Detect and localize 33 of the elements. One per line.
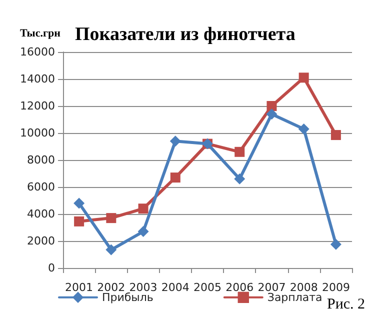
point (266, 108, 278, 120)
x-tick-label: 2006 (226, 281, 254, 294)
x-tick-label: 2004 (161, 281, 190, 294)
y-tick-label: 8000 (27, 154, 55, 166)
point (138, 204, 148, 214)
point (138, 226, 149, 238)
point (74, 198, 85, 209)
point (234, 173, 246, 184)
point (106, 213, 116, 224)
y-tick-label: 4000 (27, 208, 55, 220)
y-tick-label: 2000 (27, 234, 55, 248)
chart-title: Показатели из финотчета (75, 24, 296, 45)
y-axis-title: Тыс.грн (20, 28, 62, 40)
point (170, 172, 180, 183)
x-tick-label: 2009 (322, 281, 350, 294)
point (266, 101, 277, 111)
point (74, 216, 84, 226)
x-tick-label: 2005 (194, 281, 222, 294)
point (234, 146, 245, 157)
y-tick-label: 6000 (27, 180, 55, 194)
text: Рис. 2 (326, 296, 366, 312)
point (330, 238, 342, 250)
point (298, 72, 309, 83)
y-tick-label: 10000 (20, 126, 55, 140)
y-tick-label: 14000 (20, 72, 55, 86)
point (170, 136, 181, 147)
point (330, 130, 341, 140)
point (298, 123, 310, 134)
y-tick-label: 16000 (20, 46, 55, 58)
y-tick-label: 12000 (20, 100, 55, 112)
y-tick-label: 0 (48, 262, 55, 274)
point (106, 244, 117, 256)
x-tick-label: 2001 (65, 281, 94, 294)
